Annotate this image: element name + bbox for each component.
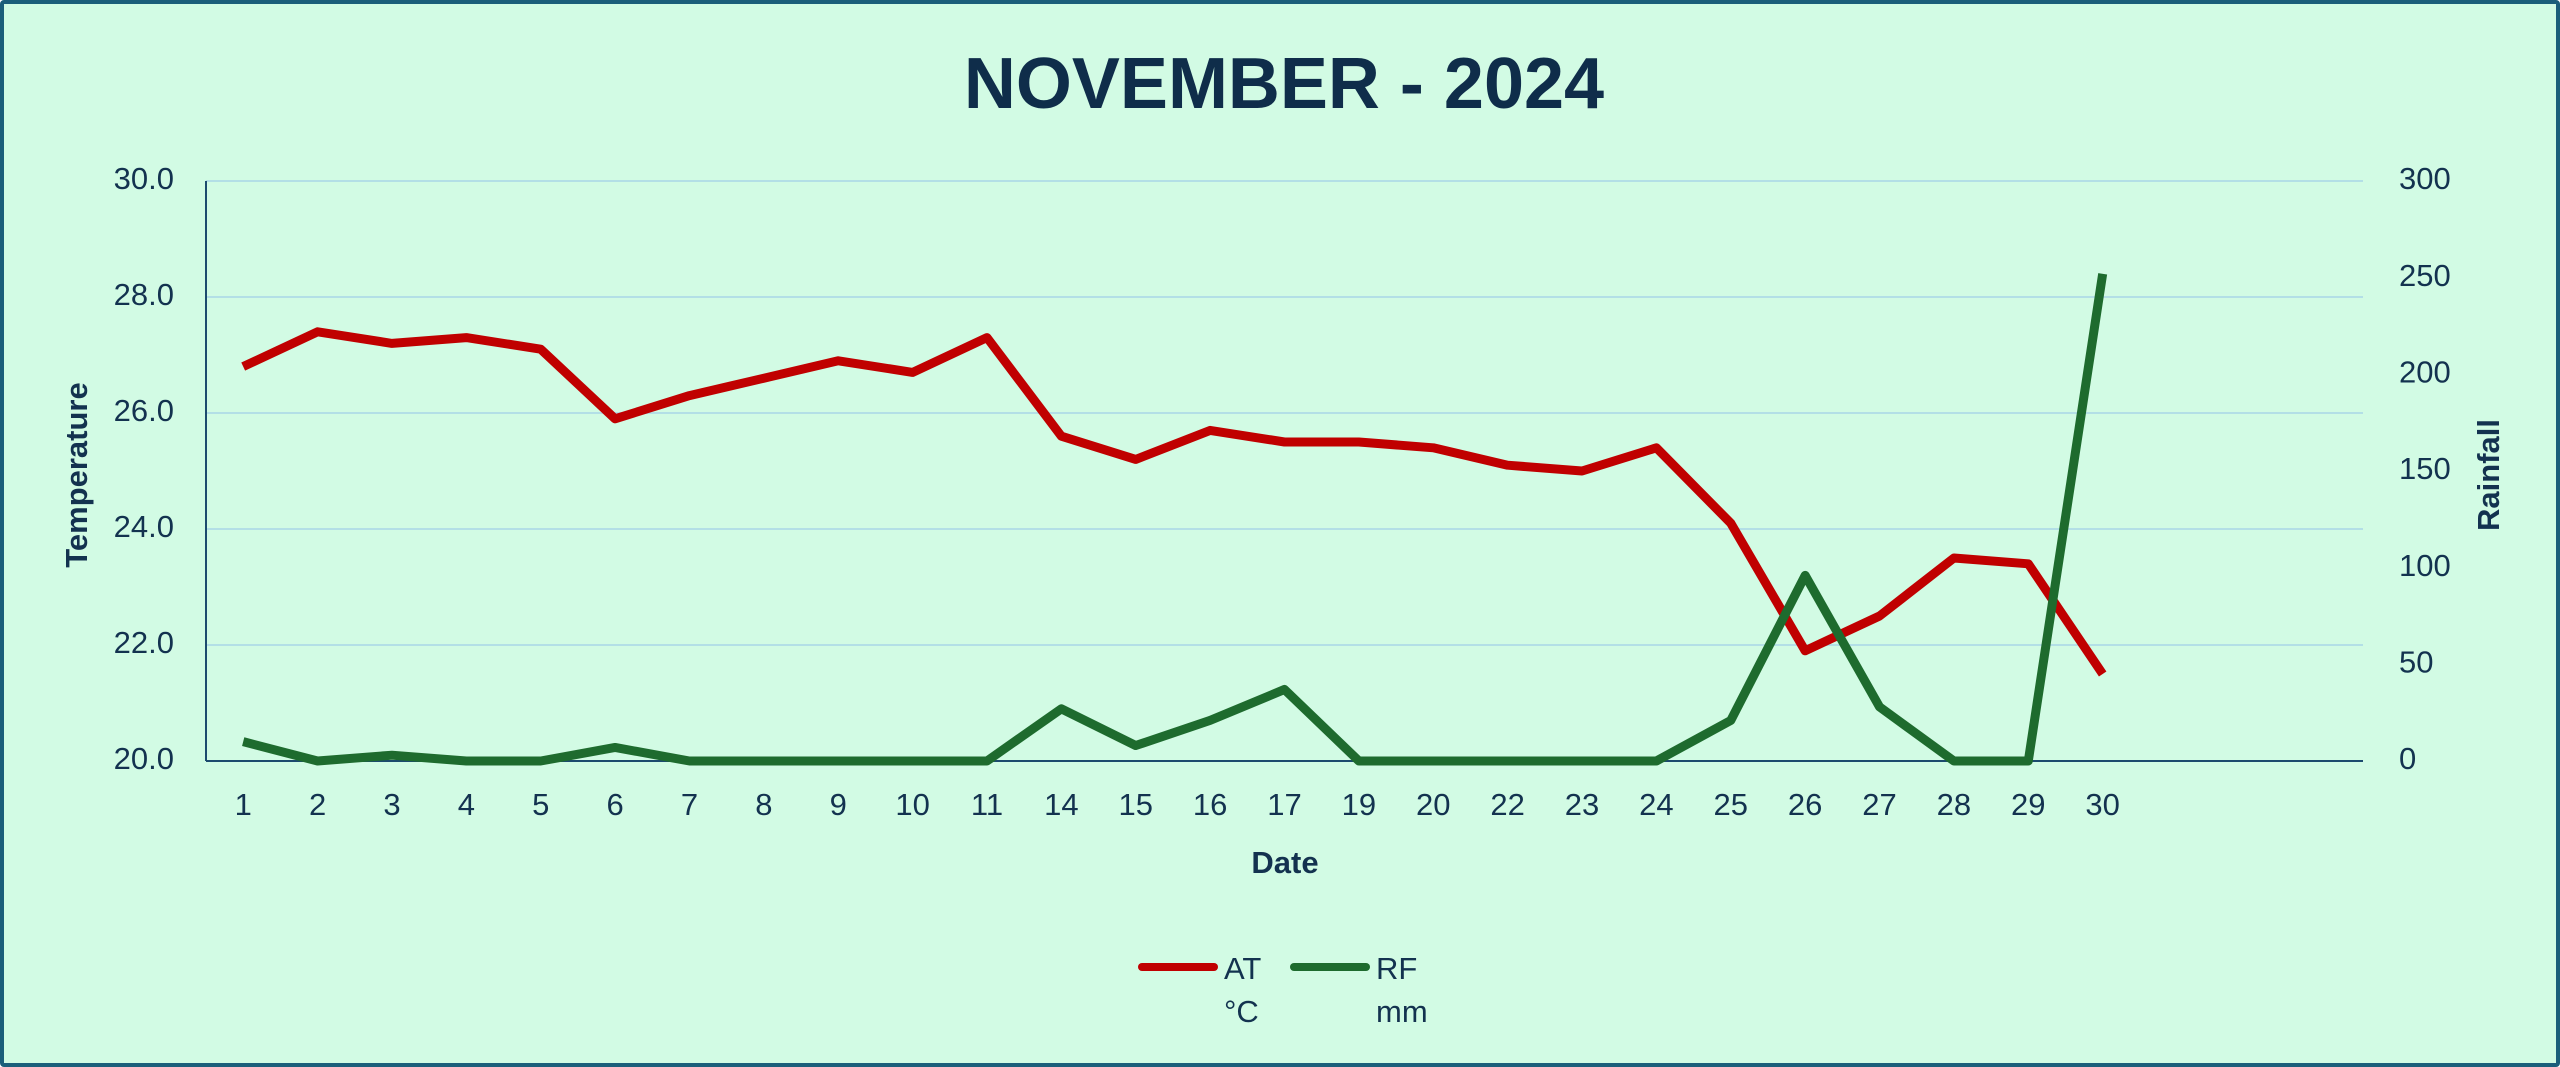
y-tick-label: 28.0 <box>114 277 174 312</box>
y-axis-label: Temperature <box>59 382 94 568</box>
x-tick-label: 11 <box>971 787 1003 822</box>
x-tick-label: 1 <box>235 787 252 822</box>
legend-swatch <box>1290 963 1370 971</box>
x-tick-label: 14 <box>1044 787 1078 822</box>
x-tick-label: 8 <box>755 787 772 822</box>
x-tick-label: 28 <box>1937 787 1971 822</box>
chart: NOVEMBER - 2024 Date Temperature Rainfal… <box>59 44 2506 880</box>
y2-tick-label: 250 <box>2399 258 2451 293</box>
x-tick-label: 6 <box>606 787 623 822</box>
legend-item: RF mm <box>1290 947 1446 1033</box>
y-tick-label: 20.0 <box>114 741 174 776</box>
x-tick-label: 27 <box>1862 787 1896 822</box>
x-tick-label: 25 <box>1714 787 1748 822</box>
series-line <box>241 327 2107 677</box>
y2-tick-label: 200 <box>2399 355 2451 390</box>
y-tick-label: 26.0 <box>114 393 174 428</box>
x-tick-label: 29 <box>2011 787 2045 822</box>
x-tick-label: 19 <box>1342 787 1376 822</box>
x-tick-label: 10 <box>895 787 929 822</box>
y2-tick-label: 0 <box>2399 741 2416 776</box>
x-axis-label: Date <box>1251 845 1318 880</box>
x-tick-label: 16 <box>1193 787 1227 822</box>
x-tick-label: 4 <box>458 787 475 822</box>
x-tick-label: 30 <box>2085 787 2119 822</box>
y-tick-label: 24.0 <box>114 509 174 544</box>
y2-axis-label: Rainfall <box>2471 419 2506 531</box>
x-tick-label: 17 <box>1267 787 1301 822</box>
x-tick-label: 3 <box>383 787 400 822</box>
x-tick-label: 20 <box>1416 787 1450 822</box>
legend-item: AT °C <box>1138 947 1294 1033</box>
x-tick-label: 2 <box>309 787 326 822</box>
y2-tick-label: 50 <box>2399 645 2433 680</box>
x-tick-label: 24 <box>1639 787 1673 822</box>
legend-label: AT °C <box>1224 951 1261 1029</box>
series-line <box>242 273 2108 766</box>
y-tick-label: 22.0 <box>114 625 174 660</box>
x-tick-label: 22 <box>1490 787 1524 822</box>
legend-label: RF mm <box>1376 951 1428 1029</box>
y2-tick-label: 100 <box>2399 548 2451 583</box>
chart-title: NOVEMBER - 2024 <box>964 44 1604 124</box>
x-tick-label: 23 <box>1565 787 1599 822</box>
x-tick-label: 9 <box>830 787 847 822</box>
x-tick-label: 26 <box>1788 787 1822 822</box>
x-tick-label: 15 <box>1118 787 1152 822</box>
legend-swatch <box>1138 963 1218 971</box>
y2-tick-label: 150 <box>2399 451 2451 486</box>
x-tick-label: 5 <box>532 787 549 822</box>
y2-tick-label: 300 <box>2399 161 2451 196</box>
y-tick-label: 30.0 <box>114 161 174 196</box>
x-tick-label: 7 <box>681 787 698 822</box>
